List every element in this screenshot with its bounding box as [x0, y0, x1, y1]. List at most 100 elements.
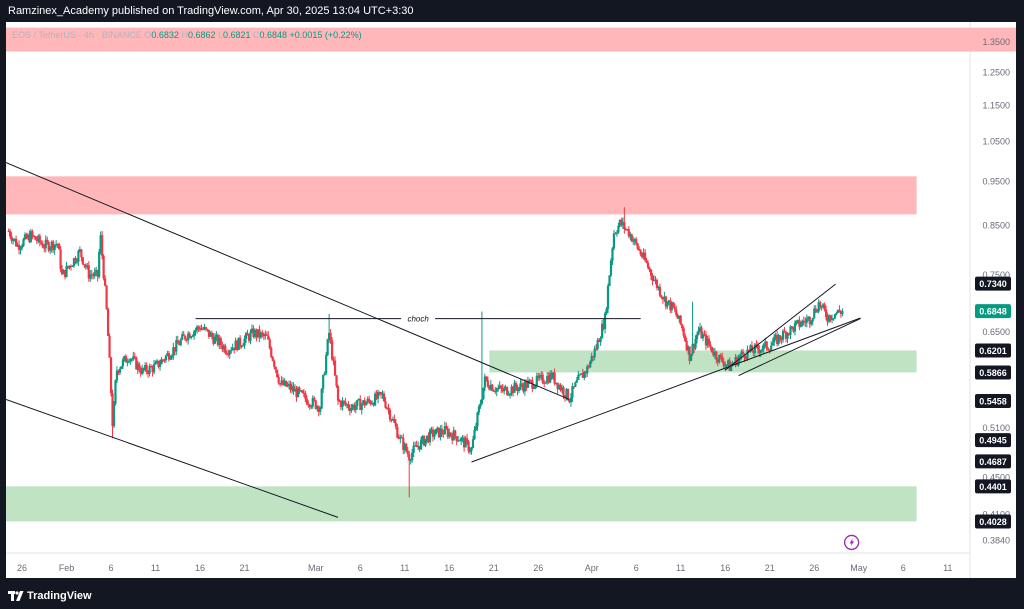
candle-body — [516, 387, 519, 392]
candle-body — [465, 438, 469, 442]
candle-body — [808, 316, 811, 325]
candle-body — [290, 386, 294, 391]
candle-body — [78, 249, 81, 252]
time-tick: 16 — [195, 563, 205, 573]
candle-body — [243, 338, 246, 346]
candle-body — [55, 244, 58, 246]
candle-body — [391, 419, 395, 421]
candle-body — [439, 428, 442, 438]
candle-body — [811, 317, 814, 322]
candle-body — [92, 275, 95, 277]
candle-body — [350, 407, 353, 411]
candle-body — [443, 426, 446, 435]
candle-body — [753, 344, 756, 353]
candle-body — [603, 313, 607, 329]
candle-body — [130, 359, 133, 361]
candle-body — [332, 359, 335, 361]
candle-body — [218, 338, 221, 345]
candle-body — [126, 361, 129, 363]
candle-body — [464, 438, 467, 448]
candle-body — [523, 381, 527, 392]
candle-body — [59, 249, 62, 270]
candle-body — [132, 356, 135, 360]
candle-body — [740, 351, 743, 356]
candle-body — [568, 399, 571, 403]
candle-body — [759, 350, 762, 353]
candle-body — [307, 404, 310, 406]
candle-body — [580, 373, 583, 375]
candle-body — [655, 280, 659, 288]
candle-body — [741, 351, 745, 354]
candle-body — [339, 401, 343, 408]
candle-body — [265, 334, 268, 336]
price-tick: 1.0500 — [982, 137, 1010, 147]
candle-body — [93, 271, 96, 277]
footer-bar — [0, 585, 1024, 609]
candle-body — [305, 398, 308, 405]
candle-body — [267, 335, 270, 340]
candle-body — [35, 239, 38, 242]
candle-body — [109, 357, 113, 394]
candle-body — [829, 315, 832, 320]
candle-body — [236, 340, 239, 351]
candle-body — [65, 265, 68, 277]
candle-body — [621, 222, 624, 226]
candle-body — [216, 334, 219, 345]
time-tick: 21 — [240, 563, 250, 573]
candle-body — [353, 404, 356, 410]
candle-body — [641, 254, 644, 258]
time-tick: 11 — [151, 563, 160, 573]
candle-body — [108, 335, 111, 358]
candle-body — [770, 345, 773, 351]
candle-body — [663, 296, 666, 300]
candle-body — [12, 239, 15, 241]
candle-body — [276, 369, 279, 378]
candle-body — [688, 346, 691, 361]
candle-body — [549, 373, 552, 383]
low-label: L — [218, 30, 223, 40]
candle-body — [813, 308, 816, 318]
candle-body — [178, 343, 181, 346]
candle-body — [584, 371, 587, 374]
price-label: 0.4945 — [979, 436, 1007, 446]
candle-body — [654, 279, 657, 281]
candle-body — [578, 374, 581, 376]
candle-body — [787, 333, 791, 335]
candle-body — [114, 380, 117, 404]
candle-body — [81, 257, 84, 265]
candle-body — [789, 326, 792, 335]
candle-body — [802, 320, 805, 322]
candle-body — [304, 393, 307, 399]
candle-body — [796, 319, 800, 321]
candle-body — [233, 347, 236, 351]
candle-body — [13, 238, 16, 240]
candle-body — [452, 430, 455, 441]
candle-body — [239, 337, 242, 347]
candle-body — [480, 399, 484, 404]
price-label-box — [975, 365, 1011, 380]
candle-body — [384, 401, 387, 408]
candle-body — [311, 397, 314, 407]
candle-body — [362, 400, 365, 405]
candle-body — [120, 366, 123, 369]
candle-body — [747, 349, 751, 351]
candle-body — [799, 324, 802, 327]
candle-body — [256, 329, 260, 338]
candle-body — [694, 338, 697, 349]
candle-body — [550, 373, 553, 379]
candle-body — [99, 235, 102, 253]
candle-body — [497, 388, 500, 390]
candle-body — [507, 394, 510, 396]
candle-body — [148, 366, 151, 374]
price-label-box — [975, 514, 1011, 529]
candle-body — [638, 248, 641, 251]
candle-body — [700, 327, 703, 339]
candle-body — [440, 428, 443, 434]
candle-body — [600, 323, 604, 339]
candle-body — [253, 330, 257, 337]
candle-body — [554, 382, 558, 384]
candle-body — [635, 239, 638, 244]
candle-body — [50, 241, 53, 249]
candle-body — [471, 439, 475, 448]
